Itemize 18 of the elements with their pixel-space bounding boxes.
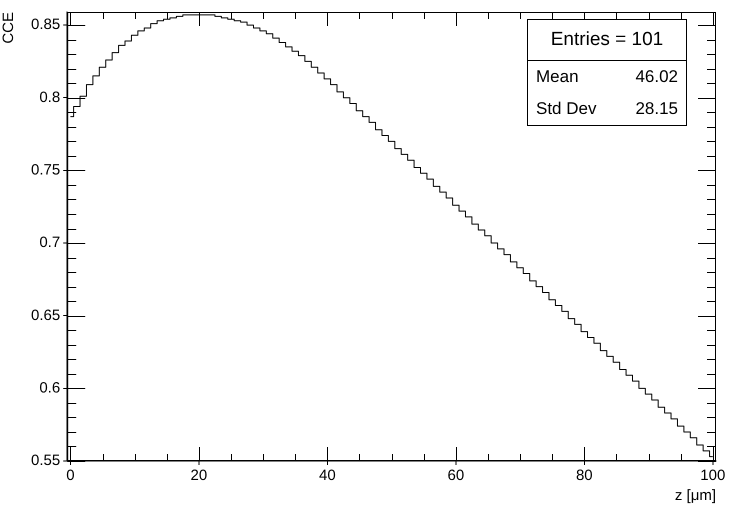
annotation: Entries = 101 <box>528 20 686 61</box>
y-axis-title: CCE <box>0 12 18 44</box>
y-tick-label: 0.55 <box>30 452 60 470</box>
text: Std Dev 28.15 <box>536 99 678 118</box>
x-tick-label: 80 <box>576 467 593 484</box>
y-tick-label: 0.75 <box>30 162 60 179</box>
x-tick-label: 60 <box>447 467 464 484</box>
x-tick-label: 100 <box>700 467 726 484</box>
text: Mean 46.02 <box>536 67 678 86</box>
y-tick-label: 0.7 <box>39 234 60 252</box>
y-tick-label: 0.85 <box>30 16 60 34</box>
y-tick-label: 0.8 <box>39 88 60 106</box>
x-axis-title: z [μm] <box>674 487 716 504</box>
y-tick-label: 0.65 <box>30 306 60 324</box>
y-tick-label: 0.6 <box>39 379 60 396</box>
x-tick-label: 20 <box>190 467 208 484</box>
x-tick-label: 40 <box>319 467 336 484</box>
x-tick-label: 0 <box>66 467 75 484</box>
